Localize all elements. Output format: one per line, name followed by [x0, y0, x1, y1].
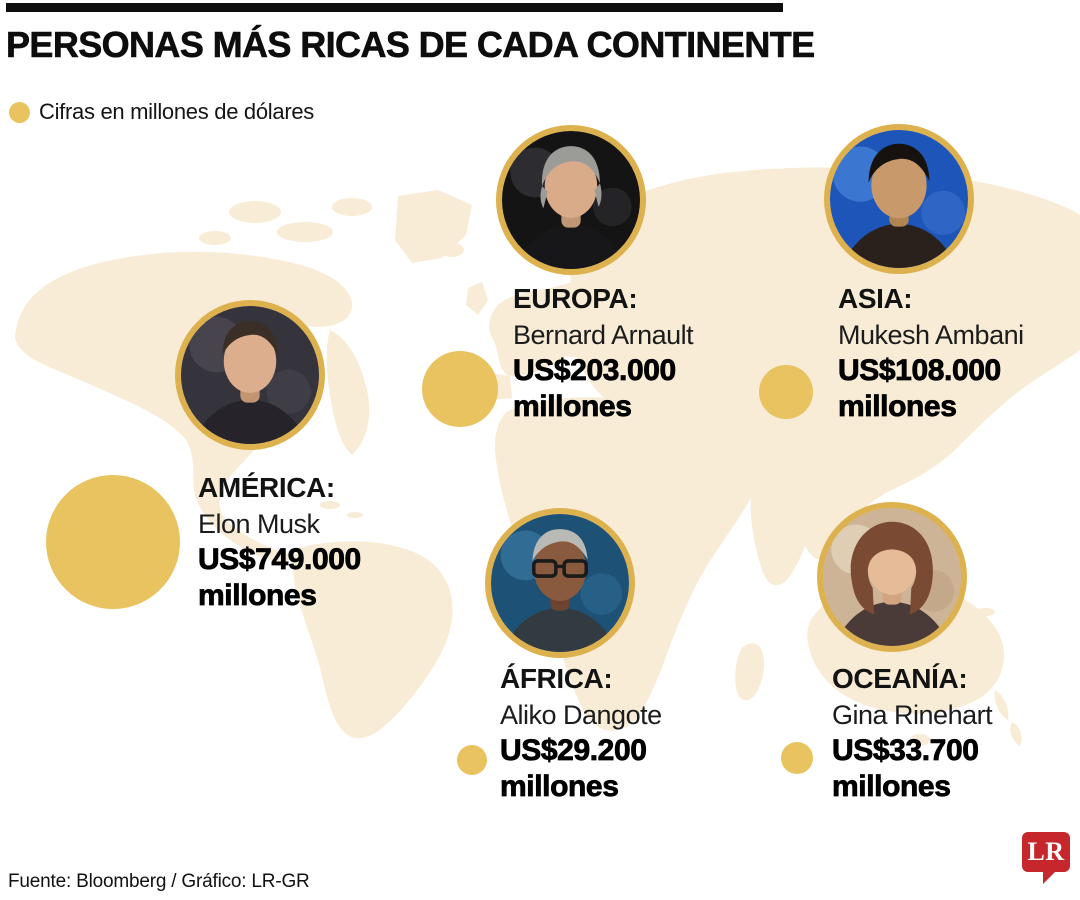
continent-label-oceania: OCEANÍA:: [832, 663, 968, 694]
amount-unit-europa: millones: [513, 390, 633, 424]
continent-label-asia: ASIA:: [838, 283, 913, 314]
title-bar-rule: [6, 3, 783, 12]
continent-label-africa: ÁFRICA:: [500, 663, 613, 694]
amount-unit-asia: millones: [838, 390, 958, 424]
photo-elon-musk: [175, 300, 325, 450]
entry-africa: ÁFRICA: Aliko Dangote US$29.200 millones: [500, 661, 663, 805]
legend-label: Cifras en millones de dólares: [39, 99, 314, 124]
photo-gina-rinehart: [817, 502, 967, 652]
entry-america: AMÉRICA: Elon Musk US$749.000 millones: [198, 470, 362, 614]
person-name-europa: Bernard Arnault: [513, 320, 694, 350]
lr-logo: LR: [1022, 832, 1070, 884]
photo-aliko-dangote: [485, 508, 635, 658]
amount-asia: US$108.000: [838, 354, 1002, 388]
source-credit: Fuente: Bloomberg / Gráfico: LR-GR: [8, 871, 310, 892]
value-bubble-asia: [759, 365, 813, 419]
legend-dot-icon: [9, 101, 30, 123]
value-bubble-america: [46, 475, 180, 609]
person-name-america: Elon Musk: [198, 509, 320, 539]
page-title: PERSONAS MÁS RICAS DE CADA CONTINENTE: [6, 24, 816, 66]
value-bubble-europa: [422, 351, 498, 427]
amount-europa: US$203.000: [513, 354, 677, 388]
person-name-africa: Aliko Dangote: [500, 700, 662, 730]
person-name-asia: Mukesh Ambani: [838, 320, 1024, 350]
amount-america: US$749.000: [198, 543, 362, 577]
amount-africa: US$29.200: [500, 734, 648, 768]
lr-logo-text: LR: [1027, 837, 1065, 866]
legend: Cifras en millones de dólares: [9, 99, 314, 125]
continent-label-america: AMÉRICA:: [198, 472, 335, 503]
photo-bernard-arnault: [496, 125, 646, 275]
lr-logo-tail: [1043, 871, 1056, 884]
entry-asia: ASIA: Mukesh Ambani US$108.000 millones: [838, 281, 1025, 425]
amount-unit-africa: millones: [500, 770, 620, 804]
amount-unit-america: millones: [198, 579, 318, 613]
entry-europa: EUROPA: Bernard Arnault US$203.000 millo…: [513, 281, 694, 425]
value-bubble-oceania: [781, 742, 813, 774]
amount-unit-oceania: millones: [832, 770, 952, 804]
value-bubble-africa: [457, 745, 487, 775]
amount-oceania: US$33.700: [832, 734, 980, 768]
entry-oceania: OCEANÍA: Gina Rinehart US$33.700 millone…: [832, 661, 993, 805]
person-name-oceania: Gina Rinehart: [832, 700, 993, 730]
continent-label-europa: EUROPA:: [513, 283, 638, 314]
photo-mukesh-ambani: [824, 124, 974, 274]
